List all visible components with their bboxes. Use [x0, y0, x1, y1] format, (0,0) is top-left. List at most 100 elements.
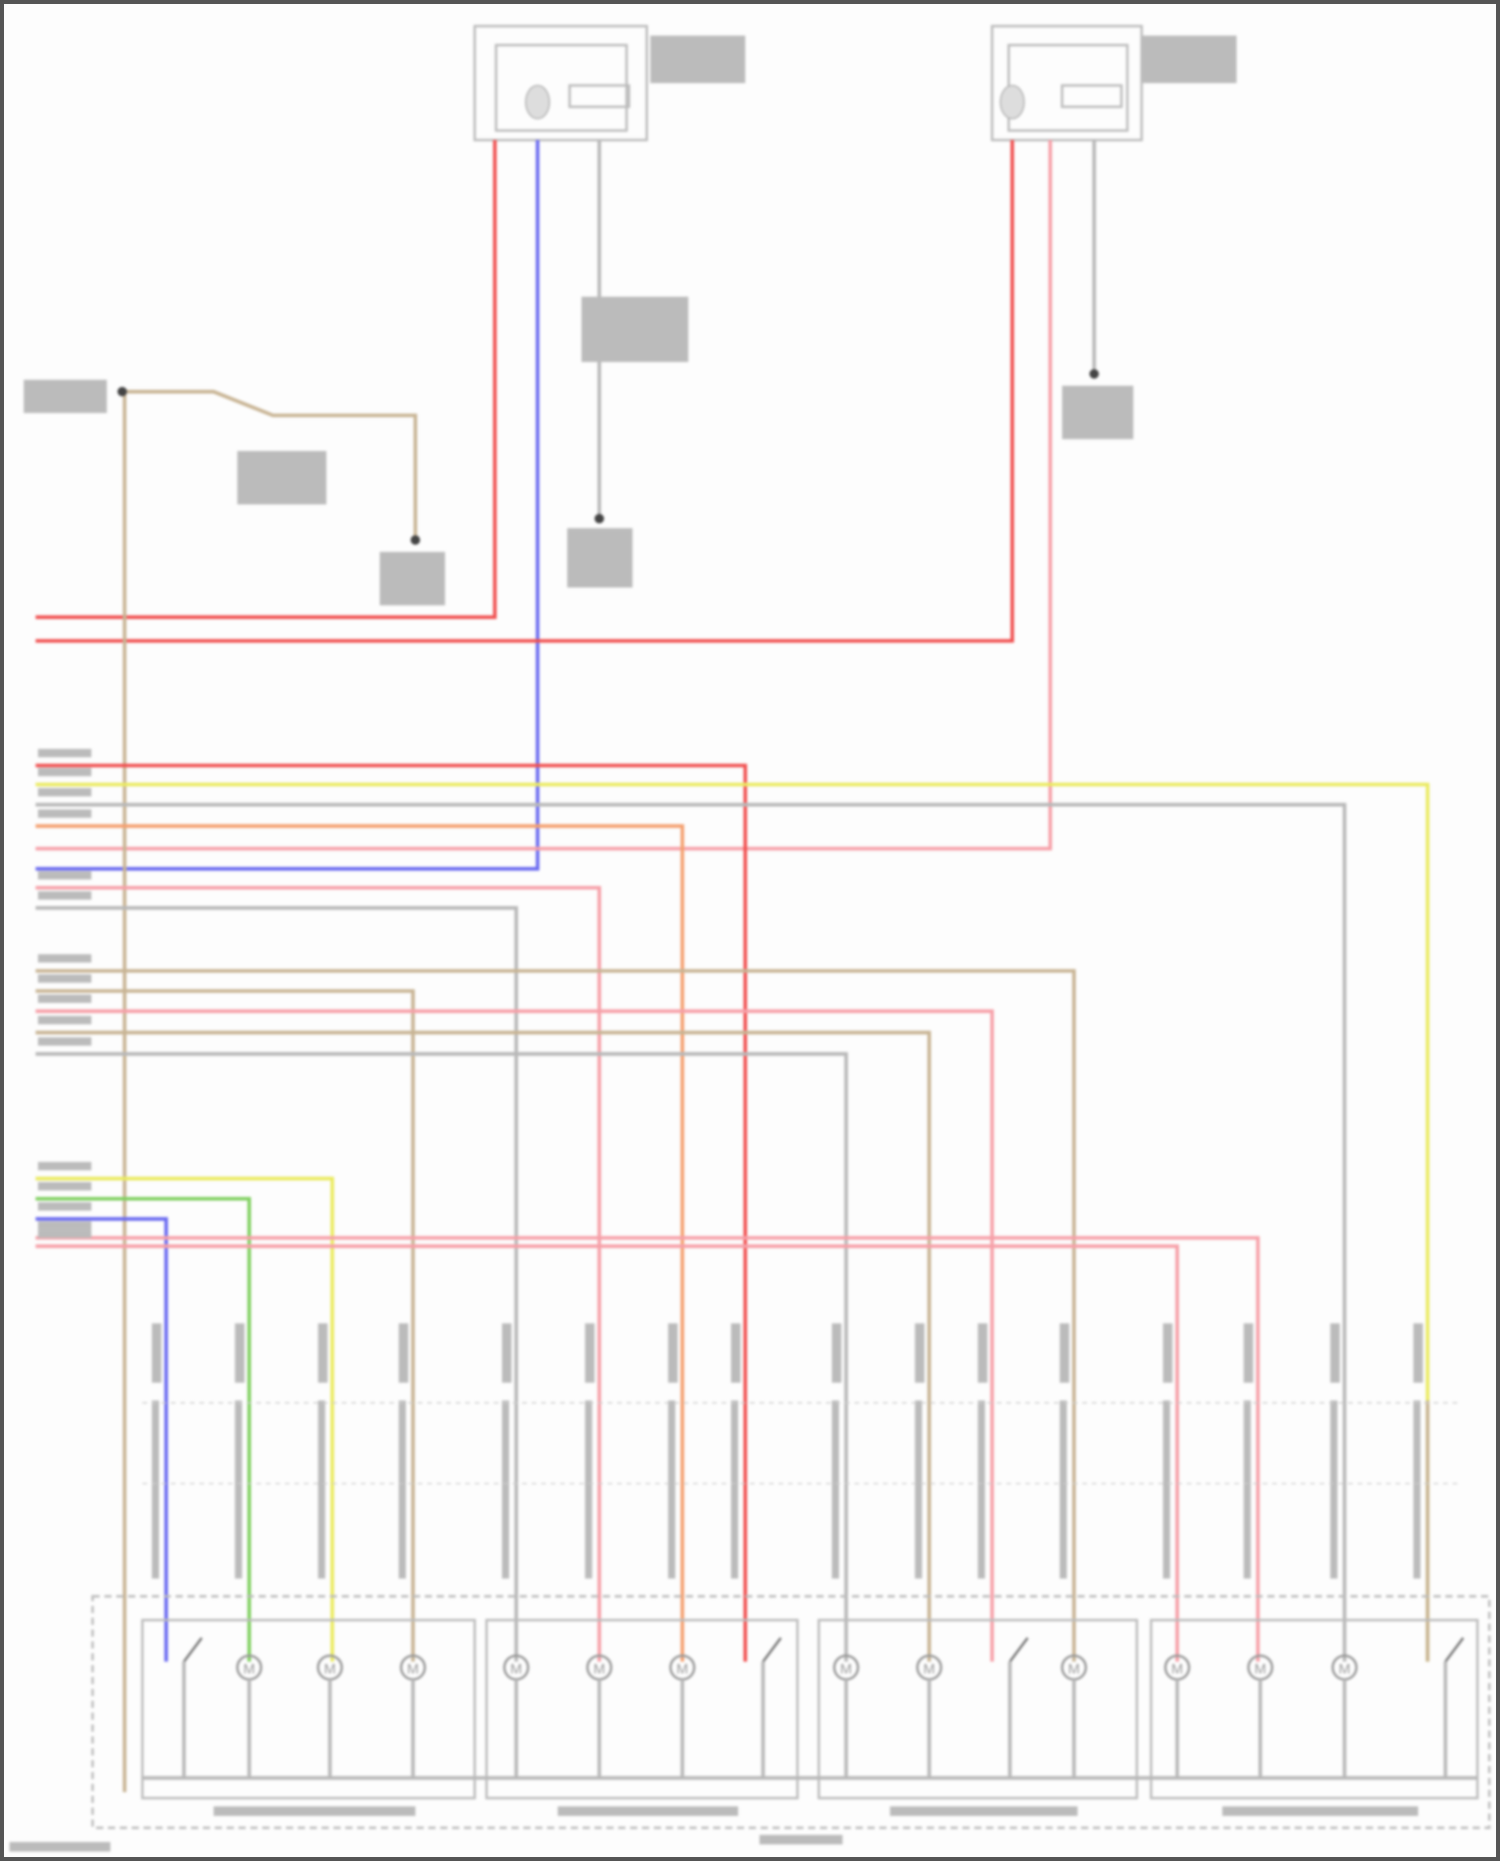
pin-labels: [1330, 1400, 1338, 1579]
motor-glyph: M: [593, 1661, 605, 1677]
pin-labels: [501, 1400, 510, 1579]
seat-control-assembly: [91, 1595, 1491, 1829]
wire: [124, 389, 418, 541]
motor-glyph: M: [1068, 1661, 1080, 1677]
motor-glyph: M: [923, 1661, 935, 1677]
ground-label: [567, 528, 633, 588]
wire-color-label: [37, 994, 92, 1003]
switch-icon: [1008, 1637, 1029, 1663]
right-sensor-housing: [1007, 43, 1129, 132]
pin-labels: [1413, 1400, 1421, 1579]
pin-labels: [668, 1400, 676, 1579]
pin-labels: [731, 1400, 739, 1579]
motor-glyph: M: [840, 1661, 852, 1677]
wire-color-label: [37, 954, 92, 963]
ground-point: [594, 513, 605, 524]
ground-point: [410, 535, 421, 545]
motor-glyph: M: [407, 1661, 419, 1677]
harness-wire: [35, 969, 1076, 1662]
switch-icon: [762, 1637, 782, 1663]
harness-wire: [35, 1176, 335, 1662]
wire-color-label: [37, 871, 92, 880]
wire-label: [398, 1323, 409, 1383]
wire-label: [585, 1323, 595, 1383]
wire-color-label: [37, 891, 92, 900]
sensor-element: [525, 84, 551, 120]
seat-module-3: [817, 1618, 1139, 1800]
switch-icon: [182, 1637, 203, 1663]
seat-module-1: [141, 1618, 476, 1800]
sensor-element: [999, 84, 1025, 120]
wire-label: [668, 1323, 678, 1383]
harness-wire: [35, 885, 602, 1662]
pin-labels: [1162, 1400, 1171, 1579]
assembly-label: [759, 1834, 843, 1845]
wire-color-label: [37, 1015, 92, 1025]
harness-wire: [35, 824, 685, 1662]
module-label: [890, 1806, 1078, 1816]
wire-color-label: [37, 788, 92, 797]
switch-icon: [1444, 1637, 1465, 1663]
wire: [35, 140, 1053, 851]
ground-label: [379, 551, 446, 606]
pin-labels: [234, 1400, 243, 1579]
motor-glyph: M: [1171, 1661, 1183, 1677]
left-top-connector: [473, 24, 648, 142]
ground-label: [1062, 385, 1134, 440]
harness-wire: [35, 906, 518, 1662]
harness-wire: [35, 1196, 251, 1662]
wire-label: [1162, 1323, 1173, 1383]
seat-module-2: [485, 1618, 799, 1800]
wire-color-label: [37, 974, 92, 983]
wire-label: [1059, 1323, 1070, 1383]
module-label: [557, 1806, 739, 1816]
splice-point: [117, 386, 127, 397]
pin-labels: [977, 1400, 985, 1579]
pin-labels: [318, 1400, 326, 1579]
connector-label: [581, 296, 689, 362]
heater-element: [568, 84, 631, 109]
pin-labels: [1243, 1400, 1251, 1579]
ground-point: [1089, 369, 1099, 379]
seat-module-4: [1149, 1618, 1479, 1800]
motor-glyph: M: [510, 1661, 522, 1677]
wire-color-label: [37, 1202, 92, 1211]
module-label: [213, 1806, 416, 1816]
harness-wire: [35, 1217, 168, 1662]
wire-color-label: [37, 1229, 92, 1238]
wire-color-label: [37, 1037, 92, 1046]
wire-label: [234, 1323, 245, 1383]
wire-label: [1243, 1323, 1254, 1383]
wire-color-label: [37, 767, 92, 777]
wire-color-label: [37, 748, 92, 758]
motor-glyph: M: [1254, 1661, 1266, 1677]
wire-label: [731, 1323, 741, 1383]
module-label: [1222, 1806, 1419, 1816]
harness-wire: [35, 989, 415, 1662]
harness-wire: [35, 802, 1347, 1662]
pin-labels: [151, 1400, 160, 1579]
wire-color-label: [37, 809, 92, 818]
wire: [35, 140, 540, 871]
motor-glyph: M: [324, 1661, 336, 1677]
harness-wire: [35, 1030, 931, 1662]
left-connector-label: [650, 35, 746, 84]
motor-glyph: M: [1339, 1661, 1351, 1677]
system-label: [23, 379, 107, 414]
wire: [35, 140, 497, 619]
motor-glyph: M: [243, 1661, 255, 1677]
right-connector-label: [1141, 35, 1237, 84]
harness-wire: [35, 1244, 1179, 1662]
right-top-connector: [990, 24, 1143, 142]
left-sensor-housing: [494, 43, 628, 132]
pin-labels: [585, 1400, 593, 1579]
wire-label: [831, 1323, 842, 1383]
wire-label: [318, 1323, 328, 1383]
harness-wire: [35, 1009, 994, 1662]
pin-labels: [831, 1400, 840, 1579]
wire: [35, 140, 1015, 643]
wire-label: [914, 1323, 925, 1383]
connector-label: [237, 451, 327, 505]
wire-label: [977, 1323, 988, 1383]
